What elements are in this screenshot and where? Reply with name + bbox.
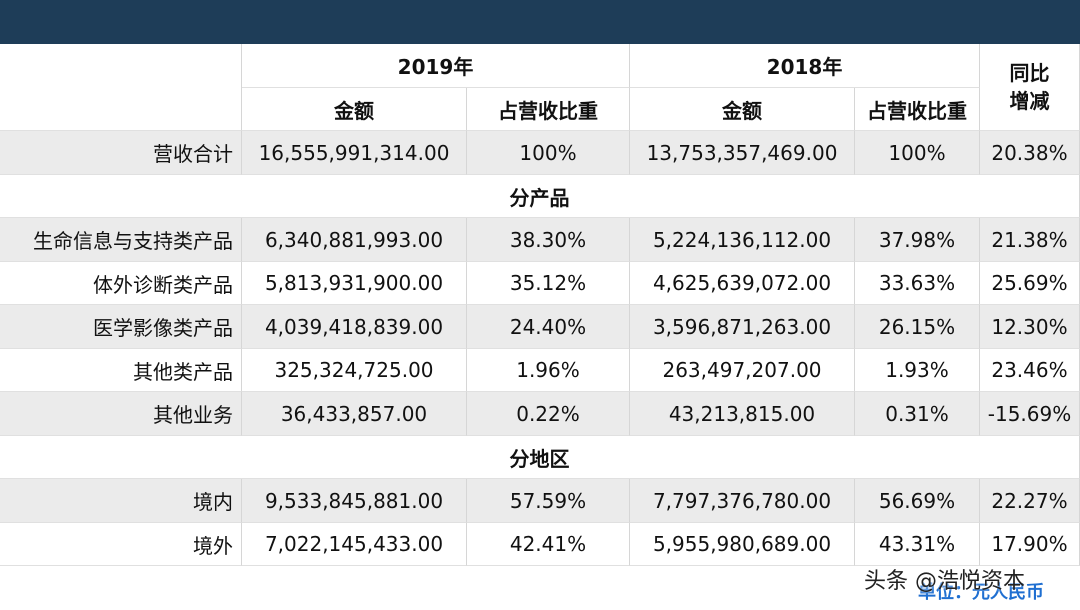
data-cell: 325,324,725.00 — [242, 349, 467, 392]
data-cell: 4,039,418,839.00 — [242, 305, 467, 349]
sub-header: 金额 — [630, 88, 855, 131]
data-cell: 9,533,845,881.00 — [242, 479, 467, 523]
data-cell: -15.69% — [980, 392, 1080, 436]
data-cell: 35.12% — [467, 262, 630, 305]
data-cell: 43.31% — [855, 523, 980, 566]
top-bar — [0, 0, 1080, 44]
data-cell: 100% — [467, 131, 630, 175]
data-cell: 37.98% — [855, 218, 980, 262]
data-cell: 20.38% — [980, 131, 1080, 175]
data-cell: 42.41% — [467, 523, 630, 566]
row-label: 境外 — [0, 523, 242, 566]
watermark: 头条 @浩悦资本 — [864, 569, 1025, 594]
year-header: 2018年 — [630, 44, 980, 88]
data-cell: 263,497,207.00 — [630, 349, 855, 392]
data-cell: 36,433,857.00 — [242, 392, 467, 436]
data-cell: 1.96% — [467, 349, 630, 392]
data-cell: 0.31% — [855, 392, 980, 436]
sub-header: 金额 — [242, 88, 467, 131]
data-cell: 24.40% — [467, 305, 630, 349]
row-label: 境内 — [0, 479, 242, 523]
data-cell: 16,555,991,314.00 — [242, 131, 467, 175]
data-cell: 57.59% — [467, 479, 630, 523]
data-cell: 5,955,980,689.00 — [630, 523, 855, 566]
data-cell: 3,596,871,263.00 — [630, 305, 855, 349]
data-cell: 0.22% — [467, 392, 630, 436]
data-cell: 25.69% — [980, 262, 1080, 305]
data-cell: 56.69% — [855, 479, 980, 523]
year-header: 2019年 — [242, 44, 630, 88]
data-cell: 4,625,639,072.00 — [630, 262, 855, 305]
data-cell: 7,797,376,780.00 — [630, 479, 855, 523]
data-cell: 23.46% — [980, 349, 1080, 392]
row-label: 体外诊断类产品 — [0, 262, 242, 305]
data-cell: 13,753,357,469.00 — [630, 131, 855, 175]
row-label: 医学影像类产品 — [0, 305, 242, 349]
data-cell: 5,813,931,900.00 — [242, 262, 467, 305]
data-cell: 22.27% — [980, 479, 1080, 523]
row-label: 其他类产品 — [0, 349, 242, 392]
section-header: 分产品 — [0, 175, 1080, 218]
data-cell: 21.38% — [980, 218, 1080, 262]
corner — [0, 44, 242, 131]
data-cell: 100% — [855, 131, 980, 175]
data-cell: 7,022,145,433.00 — [242, 523, 467, 566]
change-header-line: 增减 — [1009, 89, 1050, 113]
data-cell: 12.30% — [980, 305, 1080, 349]
row-label: 生命信息与支持类产品 — [0, 218, 242, 262]
unit-note: 单位：元人民币 — [918, 582, 1044, 603]
data-cell: 33.63% — [855, 262, 980, 305]
sub-header: 占营收比重 — [855, 88, 980, 131]
row-label: 营收合计 — [0, 131, 242, 175]
data-cell: 17.90% — [980, 523, 1080, 566]
change-header: 同比 增减 — [980, 44, 1080, 131]
row-label: 其他业务 — [0, 392, 242, 436]
data-cell: 1.93% — [855, 349, 980, 392]
data-cell: 5,224,136,112.00 — [630, 218, 855, 262]
data-cell: 26.15% — [855, 305, 980, 349]
change-header-line: 同比 — [1009, 61, 1050, 85]
data-cell: 38.30% — [467, 218, 630, 262]
data-cell: 43,213,815.00 — [630, 392, 855, 436]
sub-header: 占营收比重 — [467, 88, 630, 131]
section-header: 分地区 — [0, 436, 1080, 479]
data-cell: 6,340,881,993.00 — [242, 218, 467, 262]
